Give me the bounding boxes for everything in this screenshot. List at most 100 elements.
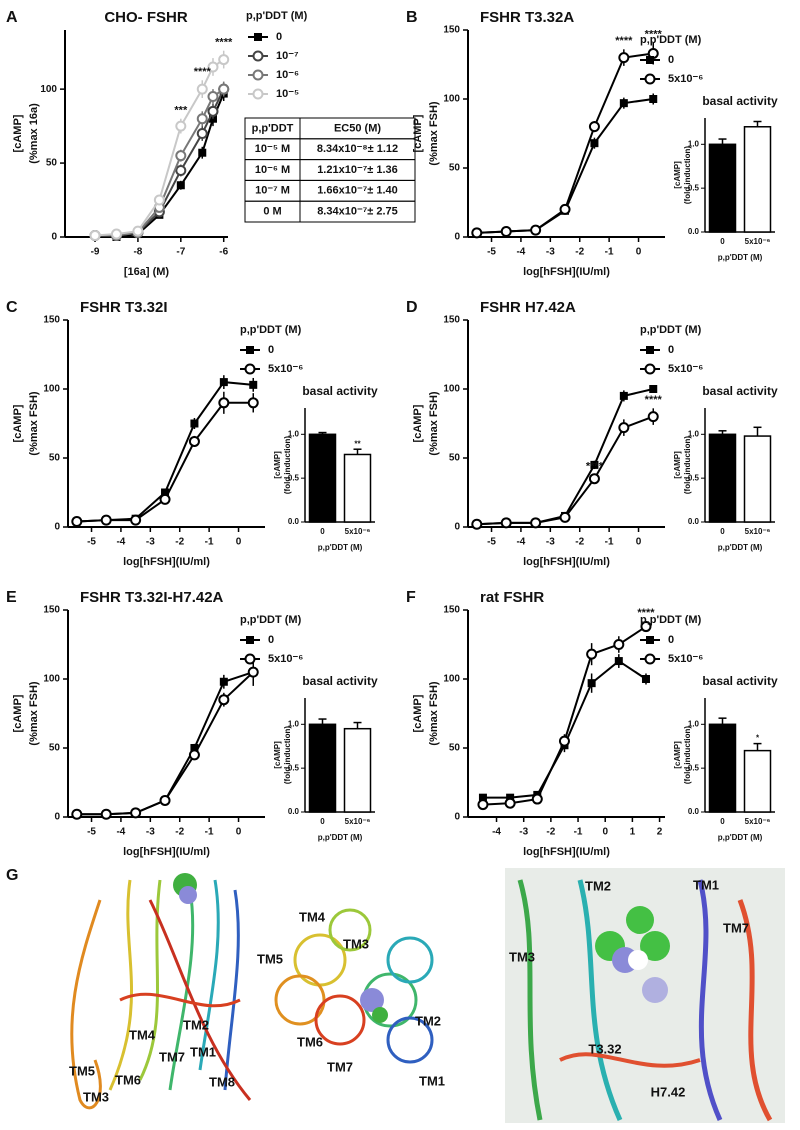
y-tick-label: 100	[43, 674, 60, 685]
legend-marker	[252, 69, 264, 81]
tm-label: TM1	[419, 1073, 445, 1088]
point	[153, 194, 165, 206]
point	[504, 797, 516, 809]
table-text: p,p'DDT	[252, 122, 294, 134]
x-tick-label: -4	[116, 537, 125, 548]
structure-left	[70, 873, 252, 1110]
inset-y-tick-label: 1.0	[688, 719, 700, 728]
y-tick-label: 150	[443, 605, 460, 616]
point	[588, 121, 600, 133]
y-tick-label: 50	[449, 453, 461, 464]
inset-y-tick-label: 0.0	[288, 807, 300, 816]
inset-y-label: [cAMP]	[673, 161, 682, 189]
tm-label: TM2	[183, 1017, 209, 1032]
x-tick-label: -1	[605, 247, 614, 258]
x-tick-label: 0	[236, 537, 242, 548]
legend-marker	[644, 653, 656, 665]
x-tick-label: 0	[236, 827, 242, 838]
point	[500, 517, 512, 529]
bar	[743, 126, 772, 233]
point	[247, 666, 259, 678]
panel-label: G	[6, 867, 18, 884]
point	[477, 799, 489, 811]
point	[159, 493, 171, 505]
point	[614, 657, 623, 666]
inset-x-tick-label: 5x10⁻⁶	[745, 237, 771, 246]
inset-y-tick-label: 0.0	[688, 517, 700, 526]
tm-label: TM8	[209, 1074, 235, 1089]
y-axis-label: [cAMP]	[412, 114, 424, 152]
legend-label: 0	[276, 31, 282, 43]
table-cell	[299, 200, 416, 223]
x-tick-label: -4	[116, 827, 125, 838]
point	[71, 808, 83, 820]
legend-label: 5x10⁻⁶	[668, 363, 703, 375]
y-axis-label: [cAMP]	[412, 404, 424, 442]
inset-x-label: p,p'DDT (M)	[718, 253, 763, 262]
inset-x-tick-label: 5x10⁻⁶	[345, 817, 371, 826]
point	[531, 793, 543, 805]
legend-marker	[646, 56, 654, 64]
tm-label: T3.32	[588, 1041, 621, 1056]
chart-title: FSHR T3.32A	[480, 9, 574, 26]
legend-marker	[644, 73, 656, 85]
point	[588, 473, 600, 485]
legend-label: 0	[668, 634, 674, 646]
inset-y-label: [cAMP]	[673, 741, 682, 769]
inset-x-tick-label: 0	[720, 237, 725, 246]
legend-title: p,p'DDT (M)	[240, 324, 302, 336]
inset-y-tick-label: 0.5	[688, 183, 700, 192]
y-tick-label: 0	[51, 232, 57, 243]
bar	[308, 723, 337, 813]
tm-label: TM3	[83, 1089, 109, 1104]
inset-x-tick-label: 5x10⁻⁶	[745, 527, 771, 536]
point	[89, 230, 101, 242]
point	[198, 148, 207, 157]
point	[175, 164, 187, 176]
x-tick-label: -1	[205, 537, 214, 548]
table-text: 10⁻⁷ M	[255, 185, 290, 197]
point	[132, 225, 144, 237]
panel-label: F	[406, 589, 416, 606]
annotation: **	[354, 439, 361, 448]
bar	[708, 433, 737, 523]
point	[161, 488, 170, 497]
point	[530, 224, 542, 236]
tm-label: TM7	[723, 920, 749, 935]
y-tick-label: 150	[443, 315, 460, 326]
x-tick-label: -2	[175, 827, 184, 838]
series-line	[476, 415, 654, 526]
y-axis-label: [cAMP]	[12, 404, 24, 442]
y-tick-label: 50	[49, 453, 61, 464]
bar	[743, 435, 772, 523]
legend-marker	[254, 33, 262, 41]
y-axis-label: [cAMP]	[412, 694, 424, 732]
point	[649, 95, 658, 103]
bar	[743, 749, 772, 813]
panel-label: A	[6, 9, 18, 26]
inset-x-label: p,p'DDT (M)	[318, 543, 363, 552]
point	[71, 515, 83, 527]
x-tick-label: -1	[605, 537, 614, 548]
x-tick-label: -1	[205, 827, 214, 838]
y-axis-label: (%max FSH)	[428, 681, 440, 746]
y-tick-label: 0	[54, 522, 60, 533]
x-axis-label: log[hFSH](IU/ml)	[523, 846, 610, 858]
chart-title: FSHR T3.32I-H7.42A	[80, 589, 224, 606]
inset-y-tick-label: 1.0	[688, 429, 700, 438]
tm-label: TM6	[297, 1034, 323, 1049]
legend-label: 5x10⁻⁶	[268, 363, 303, 375]
x-tick-label: -7	[176, 247, 185, 258]
annotation: *	[756, 734, 760, 743]
x-axis-label: log[hFSH](IU/ml)	[523, 266, 610, 278]
point	[130, 807, 142, 819]
inset-x-tick-label: 0	[320, 527, 325, 536]
point	[175, 120, 187, 132]
inset-title: basal activity	[702, 674, 778, 688]
table-text: 8.34x10⁻⁷± 2.75	[317, 206, 398, 218]
panel-label: D	[406, 299, 418, 316]
y-axis-label: (%max FSH)	[28, 391, 40, 456]
point	[196, 128, 208, 139]
inset-x-label: p,p'DDT (M)	[718, 833, 763, 842]
table-text: 1.21x10⁻⁷± 1.36	[317, 164, 398, 176]
